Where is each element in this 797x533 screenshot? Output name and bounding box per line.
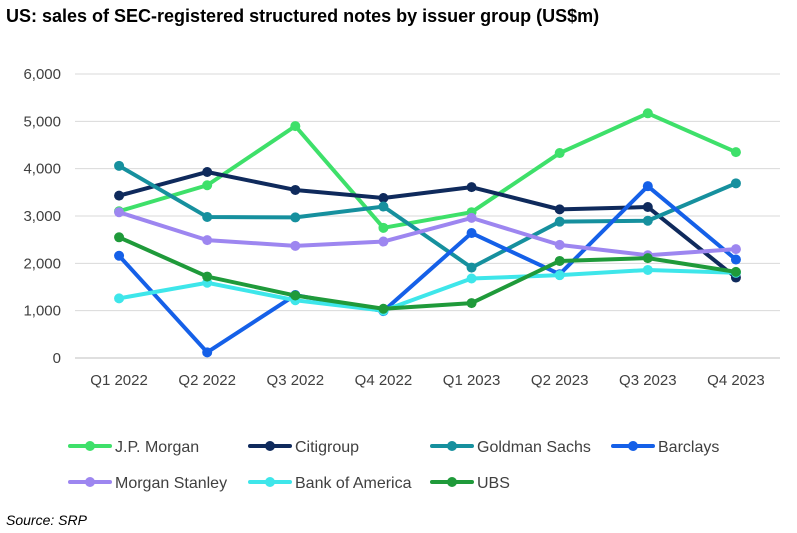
data-point-goldman-sachs — [554, 216, 565, 227]
data-point-morgan-stanley — [730, 244, 741, 255]
data-point-j-p-morgan — [554, 148, 565, 159]
legend-swatch-marker — [265, 477, 275, 487]
data-point-goldman-sachs — [114, 160, 125, 171]
chart-source: Source: SRP — [6, 512, 87, 528]
data-point-citigroup — [466, 182, 477, 193]
legend-label: J.P. Morgan — [115, 439, 199, 456]
legend-label: UBS — [477, 475, 510, 492]
data-point-barclays — [466, 228, 477, 239]
x-tick-label: Q4 2023 — [707, 372, 765, 389]
data-point-citigroup — [290, 184, 301, 195]
legend-item-barclays: Barclays — [611, 439, 719, 456]
legend-label: Goldman Sachs — [477, 439, 591, 456]
data-point-morgan-stanley — [290, 240, 301, 251]
data-point-morgan-stanley — [378, 236, 389, 247]
data-point-ubs — [466, 298, 477, 309]
legend-item-citigroup: Citigroup — [248, 439, 359, 456]
legend-item-bank-of-america: Bank of America — [248, 475, 412, 492]
x-tick-label: Q2 2023 — [531, 372, 589, 389]
data-point-morgan-stanley — [114, 207, 125, 218]
data-point-barclays — [202, 347, 213, 358]
data-point-citigroup — [378, 193, 389, 204]
legend-label: Citigroup — [295, 439, 359, 456]
legend-label: Morgan Stanley — [115, 475, 227, 492]
data-point-citigroup — [114, 190, 125, 201]
series-line-barclays — [117, 184, 738, 355]
legend-item-ubs: UBS — [430, 475, 510, 492]
data-point-j-p-morgan — [290, 121, 301, 132]
legend-swatch-marker — [265, 441, 275, 451]
data-point-bank-of-america — [114, 293, 125, 304]
x-tick-label: Q1 2022 — [90, 372, 148, 389]
data-point-morgan-stanley — [554, 239, 565, 250]
legend-label: Bank of America — [295, 475, 412, 492]
x-tick-label: Q3 2022 — [267, 372, 325, 389]
series-line-goldman-sachs — [117, 163, 738, 270]
data-point-barclays — [114, 250, 125, 261]
y-tick-label: 6,000 — [23, 66, 61, 83]
data-point-goldman-sachs — [642, 215, 653, 226]
data-point-bank-of-america — [466, 273, 477, 284]
data-point-ubs — [378, 303, 389, 314]
data-point-goldman-sachs — [466, 262, 477, 273]
data-point-j-p-morgan — [730, 147, 741, 158]
legend-swatch-marker — [628, 441, 638, 451]
legend-item-goldman-sachs: Goldman Sachs — [430, 439, 591, 456]
legend-item-j-p-morgan: J.P. Morgan — [68, 439, 199, 456]
x-tick-label: Q2 2022 — [178, 372, 236, 389]
legend-label: Barclays — [658, 439, 719, 456]
chart-title: US: sales of SEC-registered structured n… — [6, 6, 600, 26]
data-point-morgan-stanley — [466, 212, 477, 223]
data-point-morgan-stanley — [202, 235, 213, 246]
data-point-ubs — [114, 232, 125, 243]
data-point-goldman-sachs — [730, 178, 741, 189]
y-tick-label: 5,000 — [23, 113, 61, 130]
data-point-citigroup — [642, 202, 653, 213]
data-point-citigroup — [202, 166, 213, 177]
series-line-morgan-stanley — [117, 210, 738, 258]
data-point-bank-of-america — [554, 270, 565, 281]
legend-swatch-marker — [85, 477, 95, 487]
data-point-ubs — [554, 255, 565, 266]
series-line-citigroup — [117, 169, 738, 280]
data-point-goldman-sachs — [202, 211, 213, 222]
data-point-j-p-morgan — [202, 180, 213, 191]
x-tick-label: Q1 2023 — [443, 372, 501, 389]
legend-swatch-marker — [85, 441, 95, 451]
data-point-ubs — [642, 253, 653, 264]
data-point-goldman-sachs — [290, 212, 301, 223]
data-point-citigroup — [554, 204, 565, 215]
data-point-barclays — [730, 254, 741, 265]
data-point-ubs — [290, 290, 301, 301]
x-tick-label: Q4 2022 — [355, 372, 413, 389]
data-point-barclays — [642, 181, 653, 192]
x-tick-label: Q3 2023 — [619, 372, 677, 389]
legend-swatch-marker — [447, 477, 457, 487]
data-point-j-p-morgan — [378, 222, 389, 233]
y-tick-label: 2,000 — [23, 255, 61, 272]
data-point-goldman-sachs — [378, 201, 389, 212]
series-line-ubs — [117, 235, 738, 311]
y-tick-label: 1,000 — [23, 303, 61, 320]
data-point-ubs — [202, 271, 213, 282]
series-line-bank-of-america — [117, 267, 738, 313]
y-tick-label: 3,000 — [23, 208, 61, 225]
legend-item-morgan-stanley: Morgan Stanley — [68, 475, 227, 492]
data-point-j-p-morgan — [642, 108, 653, 119]
y-tick-label: 0 — [53, 350, 61, 367]
data-point-ubs — [730, 266, 741, 277]
y-tick-label: 4,000 — [23, 161, 61, 178]
data-point-bank-of-america — [642, 264, 653, 275]
legend-swatch-marker — [447, 441, 457, 451]
